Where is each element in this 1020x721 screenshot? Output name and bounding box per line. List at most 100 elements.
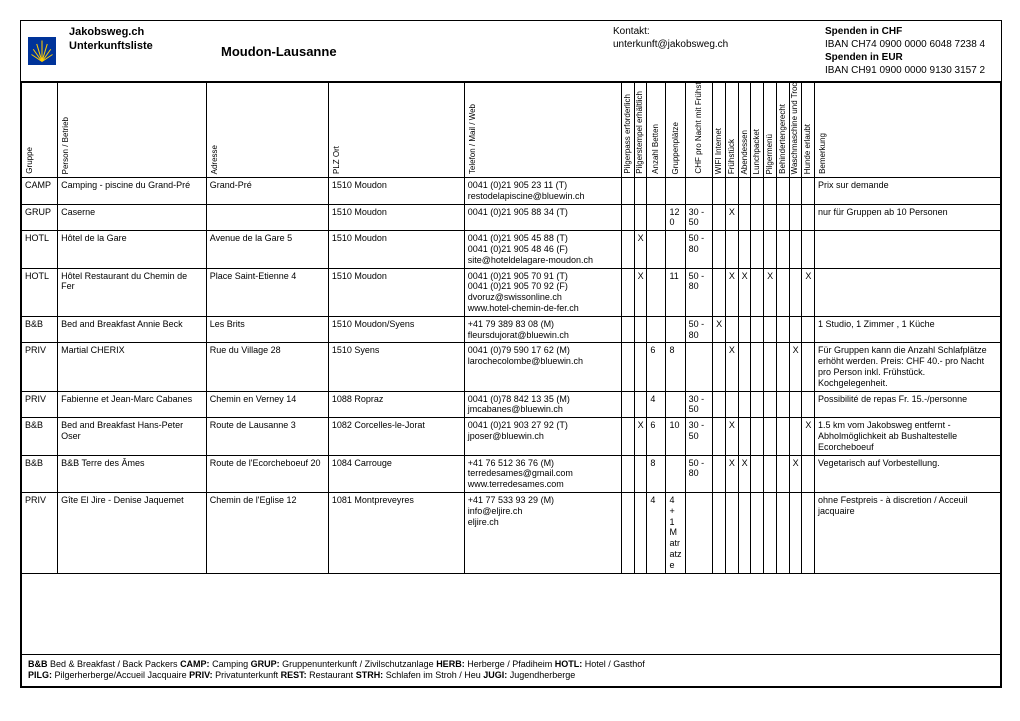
table-row: PRIVGîte El Jire - Denise JaquemetChemin…: [22, 492, 1001, 573]
cell-c6: [713, 492, 726, 573]
cell-addr: Route de Lausanne 3: [206, 418, 328, 455]
cell-c1: [621, 316, 634, 343]
table-row: CAMPCamping - piscine du Grand-PréGrand-…: [22, 178, 1001, 205]
cell-c9: [751, 455, 764, 492]
cell-c2: [634, 455, 647, 492]
col-c2: Pilgerstempel erhältlich: [634, 83, 647, 178]
cell-c1: [621, 231, 634, 268]
col-tel: Telefon / Mail / Web: [464, 83, 621, 178]
cell-addr: Route de l'Ecorcheboeuf 20: [206, 455, 328, 492]
cell-c7: X: [725, 268, 738, 316]
cell-c2: [634, 316, 647, 343]
cell-c5: [685, 343, 713, 391]
cell-tel: 0041 (0)78 842 13 35 (M)jmcabanes@bluewi…: [464, 391, 621, 418]
cell-addr: Place Saint-Etienne 4: [206, 268, 328, 316]
cell-group: GRUP: [22, 204, 58, 231]
cell-c12: [789, 268, 802, 316]
donation-eur-iban: IBAN CH91 0900 0000 9130 3157 2: [825, 64, 995, 77]
cell-c2: [634, 343, 647, 391]
col-c12: Waschmaschine und Trockner: [789, 83, 802, 178]
cell-c7: X: [725, 343, 738, 391]
cell-c9: [751, 316, 764, 343]
header: Jakobsweg.ch Unterkunftsliste Moudon-Lau…: [21, 21, 1001, 82]
cell-c10: [764, 455, 777, 492]
cell-tel: 0041 (0)21 905 88 34 (T): [464, 204, 621, 231]
cell-addr: Chemin de l'Eglise 12: [206, 492, 328, 573]
cell-c13: [802, 343, 815, 391]
cell-addr: Rue du Village 28: [206, 343, 328, 391]
cell-remark: 1.5 km vom Jakobsweg entfernt - Abholmög…: [815, 418, 1001, 455]
cell-c6: [713, 178, 726, 205]
cell-c9: [751, 204, 764, 231]
cell-c11: [776, 455, 789, 492]
cell-c2: [634, 391, 647, 418]
cell-name: Caserne: [58, 204, 207, 231]
cell-c13: [802, 178, 815, 205]
table-row: B&BBed and Breakfast Annie BeckLes Brits…: [22, 316, 1001, 343]
cell-group: HOTL: [22, 268, 58, 316]
col-addr: Adresse: [206, 83, 328, 178]
document-frame: Jakobsweg.ch Unterkunftsliste Moudon-Lau…: [20, 20, 1002, 688]
cell-name: Fabienne et Jean-Marc Cabanes: [58, 391, 207, 418]
cell-tel: +41 77 533 93 29 (M)info@eljire.cheljire…: [464, 492, 621, 573]
cell-c5: 50 - 80: [685, 455, 713, 492]
cell-c13: X: [802, 418, 815, 455]
legend: B&B Bed & Breakfast / Back Packers CAMP:…: [21, 654, 1001, 687]
cell-c5: 30 - 50: [685, 204, 713, 231]
col-c1: Pilgerpass erforderlich: [621, 83, 634, 178]
col-plz: PLZ Ort: [328, 83, 464, 178]
cell-c6: [713, 391, 726, 418]
cell-c2: X: [634, 231, 647, 268]
cell-c4: [666, 316, 685, 343]
cell-name: Martial CHERIX: [58, 343, 207, 391]
cell-c7: [725, 492, 738, 573]
cell-c9: [751, 492, 764, 573]
cell-plz: 1510 Syens: [328, 343, 464, 391]
cell-c12: [789, 418, 802, 455]
site-name: Jakobsweg.ch: [69, 25, 209, 39]
cell-name: B&B Terre des Âmes: [58, 455, 207, 492]
cell-c6: [713, 231, 726, 268]
cell-c7: X: [725, 418, 738, 455]
cell-c2: X: [634, 418, 647, 455]
col-group: Gruppe: [22, 83, 58, 178]
cell-addr: Avenue de la Gare 5: [206, 231, 328, 268]
cell-group: B&B: [22, 418, 58, 455]
cell-c4: [666, 455, 685, 492]
cell-c6: [713, 455, 726, 492]
cell-addr: Grand-Pré: [206, 178, 328, 205]
cell-c4: [666, 231, 685, 268]
cell-c11: [776, 231, 789, 268]
cell-plz: 1082 Corcelles-le-Jorat: [328, 418, 464, 455]
cell-c4: 8: [666, 343, 685, 391]
route-name: Moudon-Lausanne: [221, 44, 337, 59]
cell-plz: 1510 Moudon: [328, 231, 464, 268]
cell-tel: 0041 (0)21 903 27 92 (T)jposer@bluewin.c…: [464, 418, 621, 455]
cell-c11: [776, 343, 789, 391]
donation-eur-label: Spenden in EUR: [825, 51, 995, 64]
cell-c7: [725, 178, 738, 205]
donation-cell: Spenden in CHF IBAN CH74 0900 0000 6048 …: [819, 21, 1001, 81]
cell-c3: 8: [647, 455, 666, 492]
table-row: GRUPCaserne1510 Moudon0041 (0)21 905 88 …: [22, 204, 1001, 231]
cell-c3: 6: [647, 343, 666, 391]
cell-c13: [802, 492, 815, 573]
cell-c9: [751, 418, 764, 455]
cell-c1: [621, 391, 634, 418]
donation-chf-iban: IBAN CH74 0900 0000 6048 7238 4: [825, 38, 995, 51]
col-c8: Abendessen: [738, 83, 751, 178]
cell-remark: nur für Gruppen ab 10 Personen: [815, 204, 1001, 231]
cell-c1: [621, 204, 634, 231]
cell-c4: [666, 391, 685, 418]
cell-c6: X: [713, 316, 726, 343]
cell-c7: [725, 316, 738, 343]
cell-remark: 1 Studio, 1 Zimmer , 1 Küche: [815, 316, 1001, 343]
table-row: HOTLHôtel de la GareAvenue de la Gare 51…: [22, 231, 1001, 268]
header-row: Gruppe Person / Betrieb Adresse PLZ Ort …: [22, 83, 1001, 178]
table-row: PRIVFabienne et Jean-Marc CabanesChemin …: [22, 391, 1001, 418]
cell-c12: [789, 231, 802, 268]
cell-name: Hôtel de la Gare: [58, 231, 207, 268]
cell-c10: [764, 343, 777, 391]
logo-cell: [21, 21, 63, 81]
cell-c6: [713, 204, 726, 231]
